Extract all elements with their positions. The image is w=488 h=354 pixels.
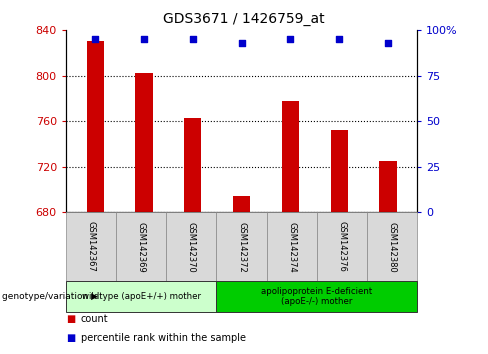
Text: apolipoprotein E-deficient
(apoE-/-) mother: apolipoprotein E-deficient (apoE-/-) mot…	[261, 287, 372, 306]
Text: GSM142367: GSM142367	[86, 222, 96, 272]
Text: GSM142370: GSM142370	[187, 222, 196, 272]
Text: wildtype (apoE+/+) mother: wildtype (apoE+/+) mother	[81, 292, 201, 301]
Text: GSM142376: GSM142376	[337, 222, 346, 272]
Bar	[380, 161, 397, 212]
Text: ■: ■	[66, 314, 75, 324]
Text: genotype/variation ▶: genotype/variation ▶	[2, 292, 99, 301]
Text: GSM142369: GSM142369	[137, 222, 146, 272]
Bar	[282, 101, 299, 212]
Point	[91, 36, 99, 42]
Text: count: count	[81, 314, 108, 324]
Text: GDS3671 / 1426759_at: GDS3671 / 1426759_at	[163, 12, 325, 27]
Bar	[233, 196, 250, 212]
Point	[140, 36, 148, 42]
Bar	[87, 41, 104, 212]
Point	[286, 36, 294, 42]
Text: GSM142372: GSM142372	[237, 222, 246, 272]
Bar	[331, 130, 348, 212]
Bar	[184, 118, 202, 212]
Point	[189, 36, 197, 42]
Text: percentile rank within the sample: percentile rank within the sample	[81, 333, 245, 343]
Text: ■: ■	[66, 333, 75, 343]
Text: GSM142374: GSM142374	[287, 222, 296, 272]
Point	[238, 40, 245, 46]
Bar	[136, 73, 152, 212]
Text: GSM142380: GSM142380	[387, 222, 397, 272]
Point	[384, 40, 392, 46]
Point	[335, 36, 343, 42]
